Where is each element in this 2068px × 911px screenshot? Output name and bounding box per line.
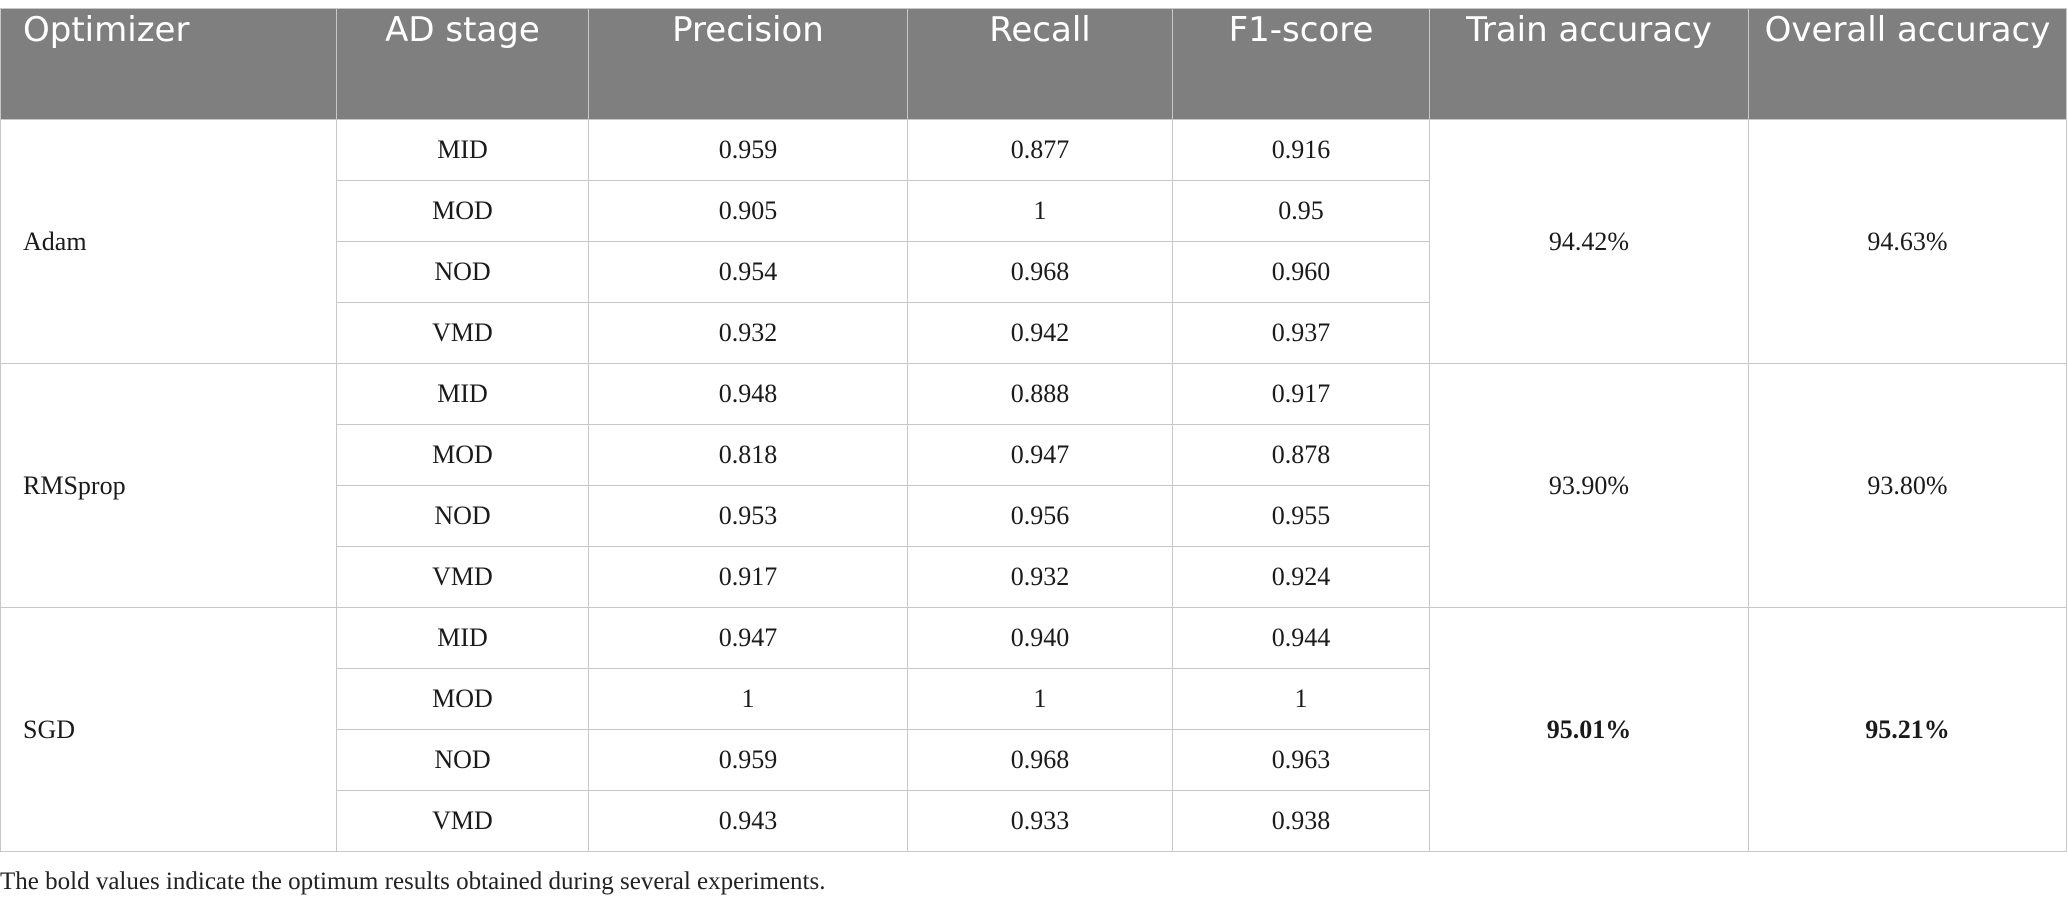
- ad-stage-cell: VMD: [336, 546, 589, 608]
- recall-cell: 1: [907, 180, 1173, 242]
- ad-stage-cell: MID: [336, 607, 589, 669]
- overall-accuracy-cell: 94.63%: [1748, 119, 2067, 364]
- recall-cell: 0.933: [907, 790, 1173, 852]
- precision-cell: 0.905: [588, 180, 908, 242]
- f1-score-cell: 0.944: [1172, 607, 1430, 669]
- table-body: Adam MID 0.959 0.877 0.916 94.42% 94.63% MOD 0.9…: [0, 119, 2067, 852]
- header-f1-score: F1-score: [1172, 8, 1430, 120]
- header-precision: Precision: [588, 8, 908, 120]
- f1-score-cell: 0.917: [1172, 363, 1430, 425]
- overall-accuracy-cell: 95.21%: [1748, 607, 2067, 852]
- ad-stage-cell: NOD: [336, 241, 589, 303]
- recall-cell: 0.956: [907, 485, 1173, 547]
- header-optimizer: Optimizer: [0, 8, 337, 120]
- ad-stage-cell: MID: [336, 119, 589, 181]
- table-footnote: The bold values indicate the optimum res…: [0, 868, 826, 895]
- ad-stage-cell: MOD: [336, 180, 589, 242]
- train-accuracy-cell: 94.42%: [1429, 119, 1749, 364]
- header-train-accuracy: Train accuracy: [1429, 8, 1749, 120]
- precision-cell: 0.959: [588, 729, 908, 791]
- recall-cell: 0.888: [907, 363, 1173, 425]
- f1-score-cell: 0.924: [1172, 546, 1430, 608]
- recall-cell: 1: [907, 668, 1173, 730]
- table-row: NOD 0.954 0.968 0.960: [1, 241, 2067, 303]
- overall-accuracy-cell: 93.80%: [1748, 363, 2067, 608]
- precision-cell: 0.932: [588, 302, 908, 364]
- table-row: VMD 0.917 0.932 0.924: [1, 546, 2067, 608]
- f1-score-cell: 0.963: [1172, 729, 1430, 791]
- precision-cell: 0.818: [588, 424, 908, 486]
- f1-score-cell: 0.916: [1172, 119, 1430, 181]
- recall-cell: 0.932: [907, 546, 1173, 608]
- table-row: VMD 0.943 0.933 0.938: [1, 790, 2067, 852]
- table-row: NOD 0.959 0.968 0.963: [1, 729, 2067, 791]
- train-accuracy-cell: 93.90%: [1429, 363, 1749, 608]
- precision-cell: 0.959: [588, 119, 908, 181]
- ad-stage-cell: NOD: [336, 729, 589, 791]
- precision-cell: 0.947: [588, 607, 908, 669]
- f1-score-cell: 0.95: [1172, 180, 1430, 242]
- header-recall: Recall: [907, 8, 1173, 120]
- precision-cell: 0.943: [588, 790, 908, 852]
- table-row: SGD MID 0.947 0.940 0.944 95.01% 95.21%: [0, 607, 2067, 852]
- table-row: MOD 0.905 1 0.95: [1, 180, 2067, 242]
- ad-stage-cell: VMD: [336, 790, 589, 852]
- f1-score-cell: 0.955: [1172, 485, 1430, 547]
- table-row: VMD 0.932 0.942 0.937: [1, 302, 2067, 364]
- optimizer-cell: Adam: [0, 119, 337, 364]
- recall-cell: 0.968: [907, 729, 1173, 791]
- recall-cell: 0.940: [907, 607, 1173, 669]
- precision-cell: 0.953: [588, 485, 908, 547]
- recall-cell: 0.877: [907, 119, 1173, 181]
- ad-stage-cell: NOD: [336, 485, 589, 547]
- header-ad-stage: AD stage: [336, 8, 589, 120]
- results-table: Optimizer AD stage Precision Recall F1-s…: [0, 8, 2067, 852]
- header-row: Optimizer AD stage Precision Recall F1-s…: [0, 8, 2067, 120]
- table-row: NOD 0.953 0.956 0.955: [1, 485, 2067, 547]
- ad-stage-cell: MOD: [336, 424, 589, 486]
- precision-cell: 1: [588, 668, 908, 730]
- ad-stage-cell: MOD: [336, 668, 589, 730]
- precision-cell: 0.948: [588, 363, 908, 425]
- table-header: Optimizer AD stage Precision Recall F1-s…: [0, 8, 2067, 120]
- table-row: Adam MID 0.959 0.877 0.916 94.42% 94.63%: [0, 119, 2067, 364]
- header-overall-accuracy: Overall accuracy: [1748, 8, 2067, 120]
- ad-stage-cell: VMD: [336, 302, 589, 364]
- table-row: RMSprop MID 0.948 0.888 0.917 93.90% 93.80%: [0, 363, 2067, 608]
- f1-score-cell: 0.937: [1172, 302, 1430, 364]
- f1-score-cell: 0.878: [1172, 424, 1430, 486]
- recall-cell: 0.947: [907, 424, 1173, 486]
- f1-score-cell: 0.960: [1172, 241, 1430, 303]
- precision-cell: 0.954: [588, 241, 908, 303]
- ad-stage-cell: MID: [336, 363, 589, 425]
- recall-cell: 0.942: [907, 302, 1173, 364]
- f1-score-cell: 0.938: [1172, 790, 1430, 852]
- optimizer-cell: SGD: [0, 607, 337, 852]
- recall-cell: 0.968: [907, 241, 1173, 303]
- train-accuracy-cell: 95.01%: [1429, 607, 1749, 852]
- optimizer-cell: RMSprop: [0, 363, 337, 608]
- table-row: MOD 1 1 1: [1, 668, 2067, 730]
- precision-cell: 0.917: [588, 546, 908, 608]
- f1-score-cell: 1: [1172, 668, 1430, 730]
